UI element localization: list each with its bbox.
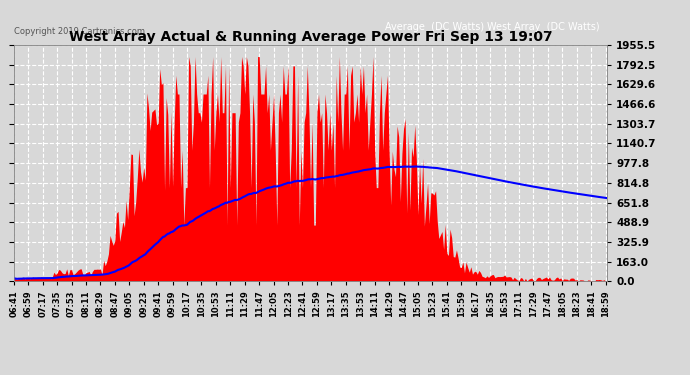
Legend: Average  (DC Watts), West Array  (DC Watts): Average (DC Watts), West Array (DC Watts… bbox=[379, 19, 602, 35]
Title: West Array Actual & Running Average Power Fri Sep 13 19:07: West Array Actual & Running Average Powe… bbox=[69, 30, 552, 44]
Text: Copyright 2019 Cartronics.com: Copyright 2019 Cartronics.com bbox=[14, 27, 145, 36]
